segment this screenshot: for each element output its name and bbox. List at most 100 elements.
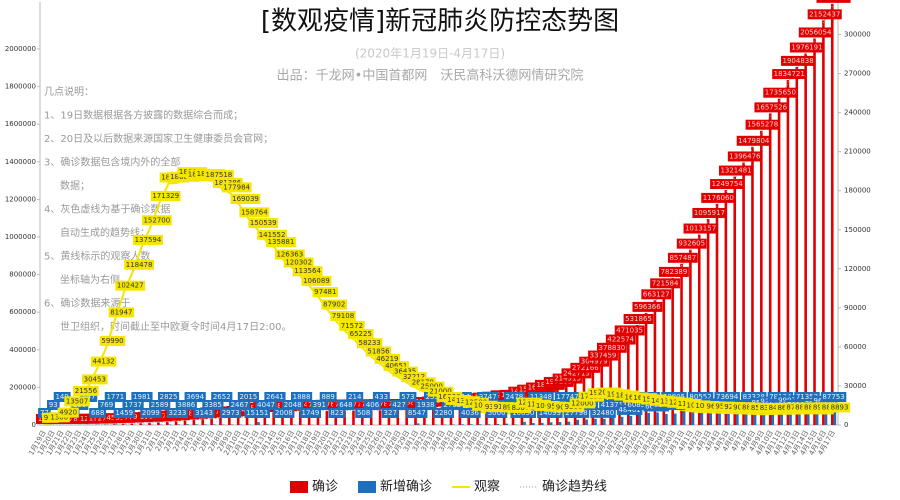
- legend-label: 确诊趋势线: [542, 479, 607, 495]
- confirmed-bar: [777, 98, 781, 425]
- new-label: 11348: [530, 393, 552, 401]
- new-label-bg: [228, 400, 251, 410]
- confirmed-label: 1321481: [720, 167, 751, 175]
- new-label-bg: [364, 400, 381, 410]
- confirmed-label-bg: [614, 325, 645, 336]
- confirmed-bar: [786, 80, 790, 425]
- confirmed-label: 1904838: [783, 57, 814, 65]
- confirmed-bar: [219, 418, 222, 425]
- y2-tick-label: 30000: [844, 382, 866, 390]
- confirmed-label-bg: [798, 27, 833, 38]
- new-bar: [558, 422, 562, 425]
- new-label: 17747: [556, 393, 578, 401]
- confirmed-label-bg: [659, 266, 689, 277]
- new-label: 8547: [408, 409, 426, 417]
- observation-label-bg: [339, 320, 365, 331]
- confirmed-label: 857487: [669, 254, 696, 262]
- confirmed-bar: [751, 146, 754, 425]
- y-tick-label: 1400000: [5, 158, 36, 166]
- new-bar: [611, 417, 615, 425]
- new-label-bg: [202, 400, 224, 410]
- confirmed-label-bg: [710, 179, 745, 190]
- new-bar: [656, 412, 659, 425]
- new-label: 2008: [275, 409, 293, 417]
- new-label: 3143: [195, 409, 213, 417]
- new-label-bg: [563, 408, 590, 418]
- observation-label-bg: [124, 259, 154, 270]
- new-bar: [762, 408, 766, 425]
- new-bar: [266, 424, 269, 425]
- new-bar: [452, 424, 455, 425]
- observation-label-bg: [365, 346, 392, 357]
- new-label: 1938: [417, 401, 435, 409]
- confirmed-label: 471035: [616, 326, 643, 334]
- new-bar: [567, 421, 571, 425]
- confirmed-bar: [307, 411, 311, 425]
- observation-label-bg: [321, 299, 347, 310]
- y-tick-label: 2000000: [5, 45, 36, 53]
- new-label: 2280: [435, 409, 453, 417]
- new-label: 3747: [479, 393, 497, 401]
- new-label-bg: [131, 392, 153, 402]
- confirmed-bar: [263, 412, 267, 425]
- new-bar: [753, 409, 757, 425]
- confirmed-label: 2056054: [800, 28, 832, 36]
- new-label: 3233: [169, 409, 187, 417]
- new-bar: [212, 424, 216, 425]
- observation-label: 81947: [110, 308, 132, 316]
- confirmed-label-bg: [683, 223, 718, 234]
- confirmed-bar: [697, 234, 701, 425]
- observation-label-bg: [509, 402, 531, 413]
- observation-label: 13507: [66, 397, 88, 405]
- new-label: 87753: [822, 393, 844, 401]
- new-label-bg: [503, 392, 525, 402]
- new-label-bg: [554, 392, 581, 402]
- observation-label: 59990: [101, 337, 123, 345]
- confirmed-bar: [635, 325, 639, 425]
- observation-label-bg: [204, 169, 234, 180]
- confirmed-label: 1735650: [765, 89, 796, 97]
- confirmed-bar: [352, 410, 355, 425]
- observation-label-bg: [374, 353, 401, 364]
- confirmed-bar: [671, 277, 674, 425]
- confirmed-label-bg: [676, 238, 707, 249]
- new-label: 648: [339, 401, 352, 409]
- new-label: 60831: [627, 401, 649, 409]
- new-label: 2652: [213, 393, 231, 401]
- legend-label: 确诊: [312, 480, 338, 495]
- confirmed-label: 422574: [607, 336, 634, 344]
- observation-label: 106089: [303, 277, 330, 285]
- confirmed-label-bg: [772, 69, 807, 80]
- observation-label: 21556: [75, 387, 98, 395]
- observation-label-bg: [348, 329, 374, 340]
- confirmed-bar: [201, 419, 205, 425]
- y-tick-label: 600000: [9, 308, 36, 316]
- observation-label: 12000: [571, 399, 593, 407]
- confirmed-label-bg: [62, 413, 80, 424]
- legend-label: 观察: [474, 480, 500, 495]
- confirmed-bar: [644, 312, 648, 425]
- new-label: 2015: [239, 393, 257, 401]
- new-label-bg: [98, 400, 115, 410]
- y2-tick-label: 0: [844, 421, 848, 429]
- new-label-bg: [406, 408, 428, 418]
- confirmed-label-bg: [781, 55, 816, 66]
- new-label-bg: [193, 408, 215, 418]
- new-label: 93: [49, 401, 58, 409]
- confirmed-label: 1565278: [747, 121, 778, 129]
- confirmed-bar: [689, 249, 692, 425]
- confirmed-label: 1976191: [791, 43, 822, 51]
- new-label-bg: [290, 392, 313, 402]
- confirmed-label: 272166: [572, 364, 599, 372]
- observation-label: 79108: [332, 312, 354, 320]
- observation-label-bg: [301, 275, 332, 286]
- note-line: 6、确诊数据来源于: [44, 297, 130, 310]
- note-line: 自动生成的趋势线；: [60, 226, 150, 239]
- new-label-bg: [477, 392, 499, 402]
- new-label: 214: [348, 393, 362, 401]
- observation-label: 187518: [206, 171, 233, 179]
- confirmed-bar: [210, 418, 213, 425]
- new-label: 391: [313, 401, 326, 409]
- y-tick-label: 1200000: [5, 195, 36, 203]
- confirmed-bar: [760, 130, 763, 426]
